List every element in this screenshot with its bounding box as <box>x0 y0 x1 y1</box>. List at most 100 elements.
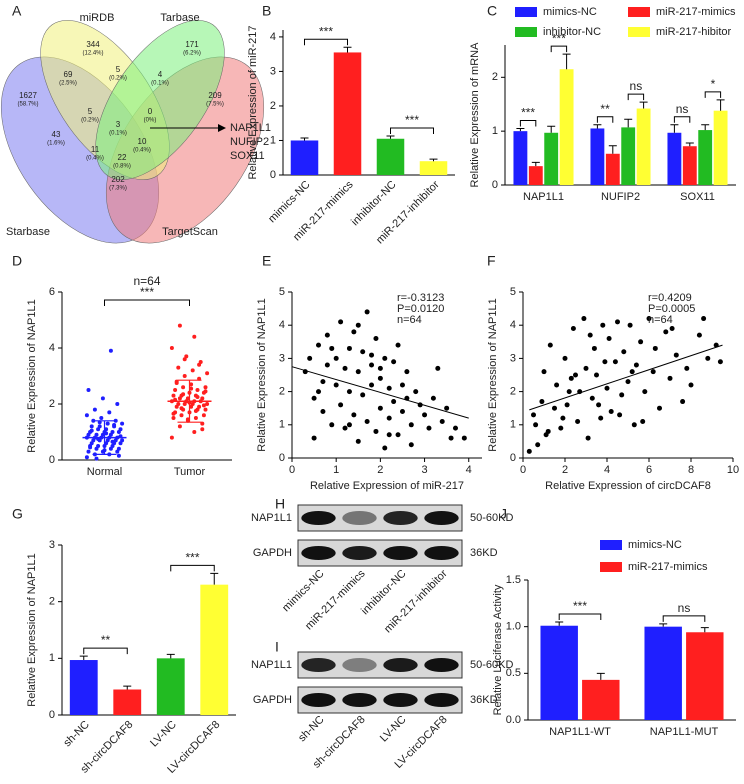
x-tick-label: 3 <box>421 464 427 476</box>
y-tick-label: 0 <box>49 709 55 721</box>
bar <box>540 625 578 720</box>
significance-label: ns <box>630 79 643 93</box>
y-tick-label: 0.0 <box>506 714 521 726</box>
point <box>120 438 125 443</box>
y-tick-label: 3 <box>270 65 276 77</box>
set-name: Tarbase <box>160 12 199 24</box>
point <box>181 392 186 397</box>
sd-whisker <box>177 379 202 423</box>
bar <box>333 52 362 175</box>
point <box>110 430 115 434</box>
point <box>169 346 174 350</box>
point <box>382 355 388 361</box>
point <box>200 427 205 432</box>
x-tick-label: NAP1L1-WT <box>549 726 611 738</box>
point <box>369 382 375 388</box>
point <box>92 407 97 412</box>
annotation: r=0.4209 <box>648 292 692 304</box>
panel-label: G <box>12 506 23 522</box>
point <box>642 389 648 395</box>
region-percent: (12.4%) <box>82 51 103 57</box>
point <box>100 396 105 401</box>
error-bar <box>685 142 694 147</box>
region-count: 5 <box>88 107 93 116</box>
point <box>386 432 392 438</box>
y-tick-label: 4 <box>49 342 55 354</box>
point <box>105 421 110 426</box>
y-tick-label: 3 <box>510 352 516 364</box>
point <box>430 395 436 401</box>
point <box>404 369 410 375</box>
bar <box>713 110 728 185</box>
y-tick-label: 3 <box>49 539 55 551</box>
point <box>316 389 322 395</box>
point <box>667 375 673 381</box>
blot-band <box>424 546 459 560</box>
point <box>426 425 432 431</box>
venn-set <box>95 20 225 180</box>
significance-bracket <box>390 127 434 134</box>
point <box>192 334 197 339</box>
point <box>110 439 115 444</box>
set-name: Starbase <box>6 226 50 238</box>
blot-band <box>301 511 336 525</box>
region-count: 4 <box>158 70 163 79</box>
legend-swatch <box>628 27 650 37</box>
point <box>568 375 574 381</box>
error-bar <box>555 621 564 626</box>
point <box>346 422 352 428</box>
panel-label: D <box>12 253 22 269</box>
annotation: n=64 <box>397 314 422 326</box>
point <box>197 404 202 409</box>
point <box>581 316 587 322</box>
bar <box>590 128 605 185</box>
point <box>177 323 182 328</box>
legend-swatch <box>515 27 537 37</box>
blot-band <box>342 693 377 707</box>
point <box>629 369 635 375</box>
row-label: GAPDH <box>253 547 292 559</box>
point <box>696 332 702 338</box>
point <box>205 371 210 376</box>
point <box>195 388 200 392</box>
x-axis-label: Relative Expression of miR-217 <box>310 480 464 492</box>
point <box>604 385 610 391</box>
point <box>324 362 330 368</box>
x-tick-label: 4 <box>604 464 610 476</box>
point <box>448 435 454 441</box>
chart-title: n=64 <box>133 274 160 288</box>
point <box>377 375 383 381</box>
point <box>333 382 339 388</box>
point <box>351 412 357 418</box>
significance-label: *** <box>185 551 199 565</box>
point <box>600 322 606 328</box>
bar <box>682 146 697 185</box>
y-tick-label: 4 <box>279 319 285 331</box>
x-tick-label: 2 <box>377 464 383 476</box>
point <box>638 339 644 345</box>
blot-band <box>424 658 459 672</box>
point <box>562 355 568 361</box>
error-bar <box>700 627 709 633</box>
legend-label: miR-217-hibitor <box>656 26 732 38</box>
bar <box>528 166 543 185</box>
point <box>116 446 121 451</box>
point <box>311 435 317 441</box>
significance-bracket <box>704 91 722 98</box>
bar <box>200 584 229 715</box>
error-bar <box>659 623 668 627</box>
point <box>395 432 401 438</box>
region-percent: (58.7%) <box>17 102 38 108</box>
point <box>408 422 414 428</box>
point <box>338 402 344 408</box>
point <box>382 445 388 451</box>
point <box>364 309 370 315</box>
error-bar <box>79 655 88 661</box>
point <box>669 326 675 332</box>
point <box>461 435 467 441</box>
significance-bracket <box>596 116 614 123</box>
significance-label: *** <box>573 599 587 613</box>
point <box>583 365 589 371</box>
point <box>619 392 625 398</box>
